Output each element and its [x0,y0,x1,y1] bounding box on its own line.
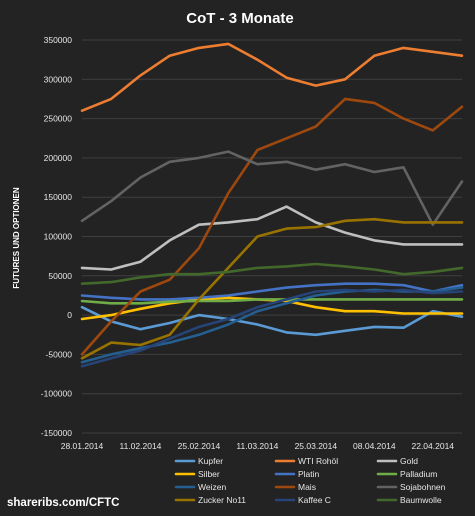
series-line-platin [80,282,464,301]
legend-label-baumwolle: Baumwolle [400,495,442,505]
x-axis-ticks: 28.01.2014 11.02.2014 25.02.2014 11.03.2014… [61,441,455,451]
legend-label-platin: Platin [298,469,320,479]
y-tick-label: 350000 [44,35,73,45]
y-tick-label: -150000 [41,428,72,438]
legend-label-palladium: Palladium [400,469,437,479]
series-line-kupfer [80,305,464,337]
y-tick-label: 50000 [48,271,72,281]
legend-label-gold: Gold [400,456,418,466]
y-axis-ticks: 350000 300000 250000 200000 150000 100000 5000… [41,35,72,438]
x-tick-label: 22.04.2014 [411,441,454,451]
series-line-gold [80,205,464,271]
credit-text: shareribs.com/CFTC [7,497,119,509]
legend-label-zucker-no11: Zucker No11 [198,495,246,505]
x-tick-label: 11.03.2014 [236,441,278,451]
series-line-baumwolle [80,262,464,286]
chart-title: CoT - 3 Monate [186,10,294,27]
x-tick-label: 28.01.2014 [61,441,104,451]
legend-label-mais: Mais [298,482,316,492]
series-line-zucker-no11 [80,217,464,360]
legend-label-kupfer: Kupfer [198,456,223,466]
y-tick-label: 300000 [44,74,73,84]
y-tick-label: 250000 [44,114,73,124]
gridlines [82,39,462,434]
x-tick-label: 11.02.2014 [120,441,162,451]
x-tick-label: 08.04.2014 [353,441,396,451]
x-tick-label: 25.03.2014 [295,441,338,451]
legend-label-sojabohnen: Sojabohnen [400,482,446,492]
legend: Kupfer WTI Rohöl Gold Silber Platin Palladium… [174,456,446,505]
series-line-wti-roh-l [80,42,464,112]
x-tick-label: 25.02.2014 [178,441,221,451]
legend-label-kaffee-c: Kaffee C [298,495,331,505]
legend-label-weizen: Weizen [198,482,226,492]
y-tick-label: -50000 [46,349,73,359]
y-axis-label: FUTURES UND OPTIONEN [12,187,21,289]
y-tick-label: -100000 [41,389,72,399]
legend-label-wti-roh-l: WTI Rohöl [298,456,338,466]
series-line-kaffee-c [80,288,464,368]
y-tick-label: 0 [67,310,72,320]
y-tick-label: 100000 [44,232,73,242]
legend-label-silber: Silber [198,469,220,479]
series-line-palladium [80,298,464,305]
y-tick-label: 150000 [44,192,73,202]
series-line-sojabohnen [80,150,464,226]
series-line-mais [80,97,464,356]
series-lines [80,42,464,368]
y-tick-label: 200000 [44,153,73,163]
